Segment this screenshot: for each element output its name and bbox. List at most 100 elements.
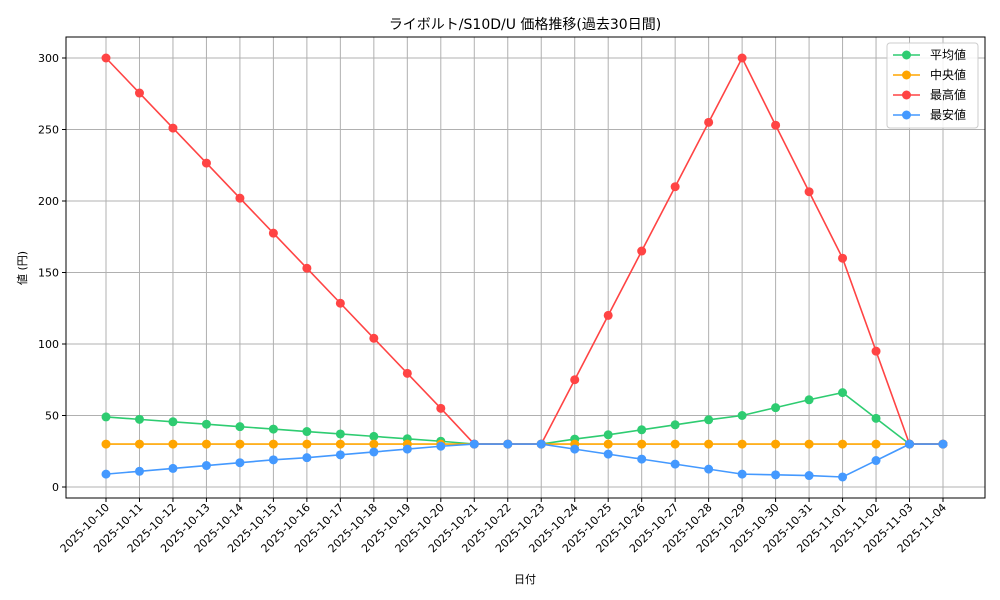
legend-item: 中央値 bbox=[893, 67, 966, 82]
data-point bbox=[268, 424, 278, 434]
data-point bbox=[101, 439, 111, 449]
data-point bbox=[771, 439, 781, 449]
data-point bbox=[637, 439, 647, 449]
data-point bbox=[134, 88, 144, 98]
data-point bbox=[637, 246, 647, 256]
data-point bbox=[603, 430, 613, 440]
data-point bbox=[938, 439, 948, 449]
data-point bbox=[603, 439, 613, 449]
data-point bbox=[804, 471, 814, 481]
data-point bbox=[335, 439, 345, 449]
data-point bbox=[168, 123, 178, 133]
data-point bbox=[570, 375, 580, 385]
data-point bbox=[737, 411, 747, 420]
legend-marker bbox=[902, 70, 911, 80]
data-point bbox=[704, 415, 714, 425]
data-point bbox=[804, 439, 814, 449]
x-axis-label: 日付 bbox=[514, 573, 536, 586]
chart-title: ライボルト/S10D/U 価格推移(過去30日間) bbox=[389, 17, 661, 33]
data-point bbox=[570, 444, 580, 454]
data-point bbox=[871, 456, 881, 466]
data-point bbox=[369, 447, 379, 457]
data-point bbox=[369, 333, 379, 343]
series-layer bbox=[101, 53, 948, 482]
legend-box bbox=[886, 42, 979, 129]
legend-marker bbox=[902, 110, 911, 120]
data-point bbox=[168, 417, 178, 427]
data-point bbox=[737, 439, 747, 449]
data-point bbox=[436, 441, 446, 451]
data-point bbox=[134, 414, 144, 424]
data-point bbox=[670, 439, 680, 449]
data-point bbox=[369, 439, 379, 449]
data-point bbox=[603, 310, 613, 320]
data-point bbox=[201, 439, 211, 449]
y-tick-label: 300 bbox=[38, 52, 59, 65]
y-tick-label: 50 bbox=[45, 410, 59, 423]
data-point bbox=[469, 439, 479, 449]
data-point bbox=[704, 117, 714, 127]
data-point bbox=[402, 444, 412, 454]
data-point bbox=[536, 439, 546, 449]
legend-label: 中央値 bbox=[930, 67, 966, 82]
data-point bbox=[838, 388, 848, 398]
data-point bbox=[201, 461, 211, 471]
legend-item: 平均値 bbox=[893, 47, 966, 62]
data-point bbox=[335, 450, 345, 460]
legend-label: 最高値 bbox=[930, 87, 966, 102]
series-path bbox=[105, 56, 943, 445]
y-tick-label: 0 bbox=[52, 481, 59, 494]
data-point bbox=[101, 412, 111, 422]
data-point bbox=[704, 464, 714, 474]
data-point bbox=[905, 439, 915, 449]
data-point bbox=[134, 466, 144, 476]
data-point bbox=[670, 182, 680, 192]
data-point bbox=[436, 403, 446, 413]
data-point bbox=[168, 463, 178, 473]
y-axis-label: 値 (円) bbox=[16, 251, 29, 285]
grid-lines bbox=[66, 37, 985, 498]
data-point bbox=[670, 459, 680, 469]
series-path bbox=[105, 443, 943, 478]
data-point bbox=[101, 53, 111, 63]
data-point bbox=[771, 470, 781, 480]
series-line bbox=[101, 439, 948, 482]
plot-frame bbox=[65, 36, 986, 499]
data-point bbox=[804, 395, 814, 405]
series-line bbox=[101, 388, 948, 449]
legend-marker bbox=[902, 50, 911, 60]
data-point bbox=[268, 228, 278, 238]
y-axis: 0 50 100 150 200 250 300 bbox=[38, 52, 66, 494]
data-point bbox=[235, 193, 245, 203]
data-point bbox=[838, 439, 848, 449]
data-point bbox=[335, 429, 345, 439]
data-point bbox=[268, 455, 278, 465]
data-point bbox=[201, 158, 211, 168]
data-point bbox=[302, 263, 312, 273]
legend-item: 最安値 bbox=[893, 107, 966, 122]
data-point bbox=[771, 403, 781, 413]
data-point bbox=[168, 439, 178, 449]
data-point bbox=[402, 368, 412, 378]
data-point bbox=[369, 431, 379, 441]
y-tick-label: 150 bbox=[38, 267, 59, 280]
data-point bbox=[101, 469, 111, 479]
data-point bbox=[134, 439, 144, 449]
data-point bbox=[302, 439, 312, 449]
series-path bbox=[105, 391, 943, 445]
data-point bbox=[637, 454, 647, 464]
data-point bbox=[235, 458, 245, 468]
series-line bbox=[101, 53, 948, 449]
data-point bbox=[871, 346, 881, 356]
y-tick-label: 250 bbox=[38, 124, 59, 137]
data-point bbox=[871, 413, 881, 423]
data-point bbox=[302, 427, 312, 437]
data-point bbox=[603, 449, 613, 459]
data-point bbox=[871, 439, 881, 449]
data-point bbox=[670, 420, 680, 430]
data-point bbox=[737, 53, 747, 63]
data-point bbox=[201, 419, 211, 429]
